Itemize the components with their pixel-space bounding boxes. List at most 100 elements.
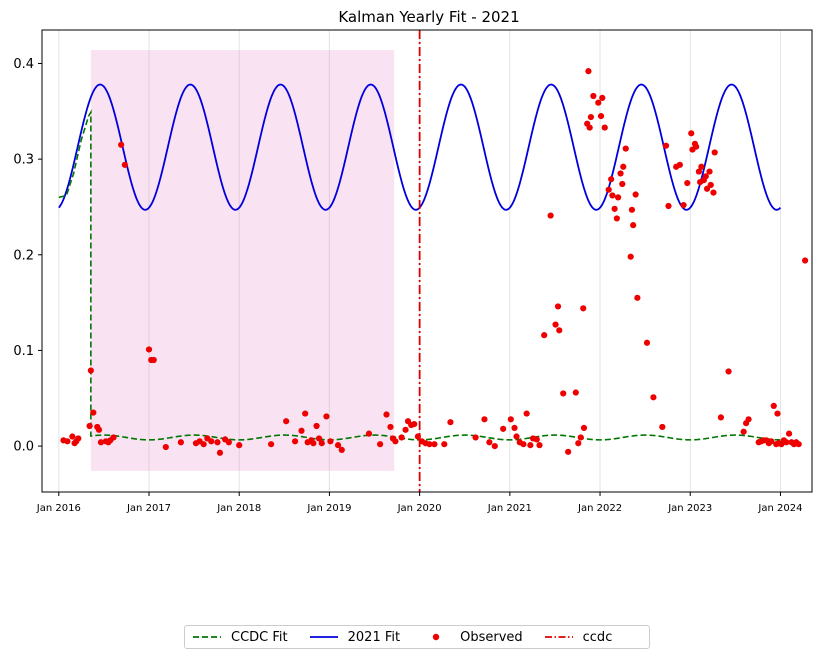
data-point-observed: [608, 176, 615, 183]
data-point-observed: [552, 321, 559, 328]
x-tick-label: Jan 2019: [306, 503, 351, 514]
data-point-observed: [599, 94, 606, 102]
data-point-observed: [659, 423, 666, 431]
data-point-observed: [387, 423, 394, 431]
legend-label-observed: Observed: [460, 629, 523, 645]
data-point-observed: [622, 145, 629, 152]
data-point-observed: [619, 180, 626, 188]
data-point-observed: [110, 434, 117, 441]
data-point-observed: [87, 367, 94, 374]
data-point-observed: [702, 173, 709, 180]
data-point-observed: [650, 394, 657, 401]
x-tick-label: Jan 2023: [667, 503, 712, 514]
data-point-observed: [225, 439, 232, 446]
data-point-observed: [703, 185, 711, 192]
data-point-observed: [208, 438, 215, 445]
data-point-observed: [414, 433, 421, 440]
data-point-observed: [323, 413, 330, 420]
x-tick-label: Jan 2021: [487, 503, 532, 514]
legend-label-ccdc-fit: CCDC Fit: [231, 629, 288, 645]
data-point-observed: [236, 442, 243, 449]
data-point-observed: [632, 191, 639, 198]
data-point-observed: [334, 442, 342, 449]
data-point-observed: [740, 428, 747, 435]
data-point-observed: [441, 441, 448, 448]
legend-item-2021-fit: 2021 Fit: [309, 629, 401, 645]
data-point-observed: [145, 346, 153, 353]
data-point-observed: [268, 441, 275, 448]
data-point-observed: [717, 414, 724, 421]
data-point-observed: [472, 434, 479, 441]
data-point-observed: [392, 438, 399, 445]
x-tick-label: Jan 2022: [577, 503, 622, 514]
data-point-observed: [585, 68, 592, 75]
data-point-observed: [580, 424, 588, 432]
data-point-observed: [710, 189, 717, 196]
data-point-observed: [523, 410, 530, 417]
y-tick-label: 0.0: [13, 440, 34, 455]
dot-marker-icon: [432, 633, 440, 641]
data-point-observed: [491, 442, 498, 450]
data-point-observed: [613, 215, 620, 222]
data-point-observed: [318, 440, 325, 447]
data-point-observed: [565, 448, 572, 455]
data-point-observed: [630, 222, 637, 229]
legend: CCDC Fit 2021 Fit Observed ccdc: [184, 625, 650, 649]
data-point-observed: [785, 430, 793, 437]
data-point-observed: [684, 179, 691, 187]
plot-frame: [41, 29, 813, 493]
data-point-observed: [795, 441, 802, 448]
data-point-observed: [481, 416, 488, 423]
data-point-observed: [536, 442, 543, 449]
data-point-observed: [580, 305, 587, 312]
data-point-observed: [643, 339, 651, 346]
data-point-observed: [601, 124, 608, 131]
data-point-observed: [121, 161, 128, 168]
data-point-observed: [95, 426, 103, 433]
shaded-region: [90, 50, 395, 471]
data-point-observed: [634, 294, 641, 301]
x-tick-label: Jan 2020: [397, 503, 442, 514]
data-point-observed: [725, 368, 732, 375]
data-point-observed: [500, 425, 507, 432]
data-point-observed: [520, 441, 527, 448]
data-point-observed: [313, 422, 320, 430]
data-point-observed: [511, 424, 518, 432]
data-point-observed: [513, 433, 520, 440]
axes: 0.0 0.1 0.2 0.3 0.4 Jan 2016 Jan 2017 Jan 2018 J…: [13, 29, 813, 514]
data-point-observed: [97, 439, 105, 446]
data-point-observed: [587, 113, 595, 121]
x-tick-label: Jan 2024: [757, 503, 802, 514]
data-point-observed: [628, 206, 636, 213]
data-point-observed: [554, 303, 562, 310]
data-point-observed: [560, 390, 567, 397]
data-point-observed: [118, 141, 125, 148]
data-point-observed: [411, 420, 418, 428]
data-point-observed: [586, 124, 593, 131]
data-point-observed: [547, 212, 554, 219]
data-point-observed: [527, 442, 534, 449]
data-point-observed: [590, 92, 597, 100]
legend-label-2021-fit: 2021 Fit: [347, 629, 401, 645]
data-point-observed: [572, 389, 579, 396]
data-point-observed: [75, 435, 82, 442]
data-point-observed: [200, 441, 207, 448]
legend-item-ccdc: ccdc: [544, 629, 613, 645]
data-point-observed: [698, 163, 705, 170]
data-point-observed: [302, 410, 309, 417]
data-point-observed: [575, 440, 582, 447]
y-tick-label: 0.4: [13, 57, 34, 72]
data-point-observed: [298, 427, 305, 434]
data-point-observed: [695, 168, 703, 175]
data-point-observed: [605, 186, 612, 193]
legend-label-ccdc: ccdc: [582, 629, 613, 645]
chart: Kalman Yearly Fit - 2021 0.0 0.1 0.2 0.3 0.4…: [13, 8, 813, 514]
y-tick-label: 0.3: [13, 153, 34, 168]
data-point-observed: [90, 409, 97, 416]
data-point-observed: [383, 411, 390, 418]
data-point-observed: [447, 419, 454, 426]
legend-item-observed: Observed: [422, 630, 523, 645]
data-point-observed: [676, 161, 683, 168]
data-point-observed: [680, 201, 687, 209]
data-point-observed: [707, 181, 714, 189]
